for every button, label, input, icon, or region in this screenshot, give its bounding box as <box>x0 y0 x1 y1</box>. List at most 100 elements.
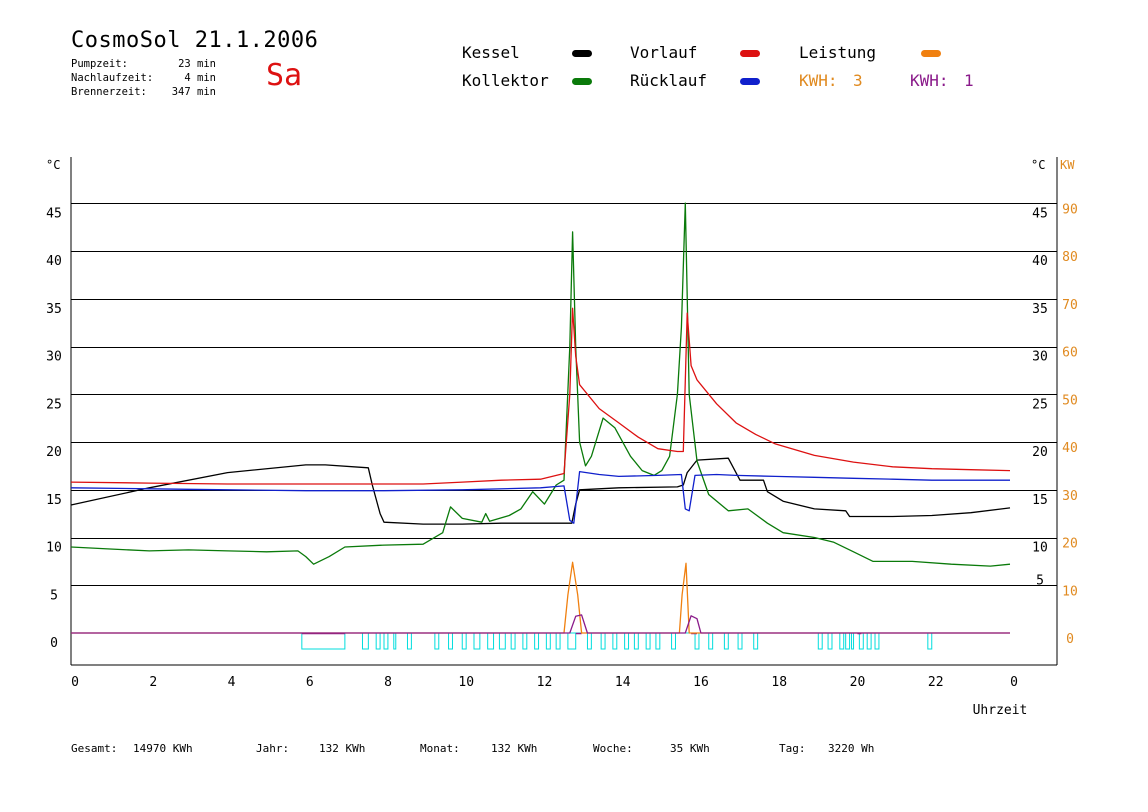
legend-swatch-kollektor <box>572 78 592 85</box>
status-block-cyan <box>866 632 872 650</box>
x-tick-label: 20 <box>850 675 866 690</box>
status-block-cyan <box>737 632 743 650</box>
status-block-cyan <box>375 632 381 650</box>
y-axis-label-left: °C <box>46 158 60 172</box>
y-tick-label-right: 40 <box>1032 254 1048 269</box>
stat-label-brennerzeit: Brennerzeit: <box>71 86 147 98</box>
y-tick-label-kw: 10 <box>1062 584 1078 599</box>
x-tick-label: 22 <box>928 675 944 690</box>
series-line-kollektor <box>70 202 1011 567</box>
status-block-cyan <box>624 632 630 650</box>
series-line-leistung <box>71 561 1010 634</box>
y-tick-label-right: 15 <box>1032 493 1048 508</box>
status-block-cyan <box>645 632 651 650</box>
y-tick-label-left: 20 <box>46 445 62 460</box>
y-tick-label-left: 40 <box>46 254 62 269</box>
y-axis-label-right: °C <box>1031 158 1045 172</box>
y-tick-label-kw: 20 <box>1062 537 1078 552</box>
x-tick-label: 14 <box>615 675 631 690</box>
status-block-cyan <box>753 632 759 650</box>
status-block-cyan <box>671 632 676 650</box>
stat-label-pumpzeit: Pumpzeit: <box>71 58 128 70</box>
status-block-cyan <box>874 632 880 650</box>
y-tick-label-kw: 40 <box>1062 441 1078 456</box>
status-block-cyan <box>510 632 516 650</box>
y-tick-label-right: 25 <box>1032 397 1048 412</box>
legend-label-kessel: Kessel <box>462 43 520 62</box>
series-line-vorlauf <box>70 307 1011 485</box>
kwh-value-2: 1 <box>964 71 974 90</box>
footer-jahr-label: Jahr: <box>256 742 290 755</box>
legend-label-kollektor: Kollektor <box>462 71 549 90</box>
stat-value-pumpzeit: 23 min <box>178 58 216 70</box>
y-tick-label-kw: 0 <box>1066 632 1074 647</box>
stat-value-brennerzeit: 347 min <box>171 86 216 98</box>
x-tick-label: 10 <box>458 675 474 690</box>
page-title: CosmoSol 21.1.2006 <box>71 28 319 53</box>
footer-woche-value: 35 KWh <box>670 742 710 755</box>
status-block-cyan <box>487 632 495 650</box>
status-block-cyan <box>612 632 618 650</box>
status-block-cyan <box>406 632 412 650</box>
status-block-cyan <box>534 632 540 650</box>
status-block-cyan <box>655 632 661 650</box>
status-block-cyan <box>361 632 369 650</box>
status-block-cyan <box>694 632 700 650</box>
status-block-cyan <box>461 632 467 650</box>
stat-label-nachlaufzeit: Nachlaufzeit: <box>71 72 154 84</box>
footer-woche-label: Woche: <box>593 742 633 755</box>
legend-label-leistung: Leistung <box>799 43 877 62</box>
status-block-cyan <box>567 632 577 650</box>
status-block-cyan <box>301 632 346 650</box>
y-tick-label-kw: 60 <box>1062 346 1078 361</box>
status-block-cyan <box>600 632 606 650</box>
footer-monat-label: Monat: <box>420 742 460 755</box>
legend-swatch-leistung <box>921 50 941 57</box>
kwh-label-1: KWH: <box>799 71 838 90</box>
series-line-kessel <box>70 457 1011 525</box>
legend-label-vorlauf: Vorlauf <box>630 43 698 62</box>
stat-value-nachlaufzeit: 4 min <box>184 72 216 84</box>
status-block-cyan <box>927 632 933 650</box>
y-tick-label-kw: 50 <box>1062 393 1078 408</box>
kwh-value-1: 3 <box>853 71 863 90</box>
status-block-cyan <box>383 632 389 650</box>
status-block-cyan <box>473 632 481 650</box>
y-tick-label-left: 15 <box>46 493 62 508</box>
y-tick-label-right: 45 <box>1032 206 1048 221</box>
status-block-cyan <box>498 632 506 650</box>
status-block-cyan <box>522 632 528 650</box>
y-tick-label-left: 35 <box>46 302 62 317</box>
status-block-cyan <box>851 632 855 650</box>
x-tick-label: 0 <box>71 675 79 690</box>
status-block-cyan <box>723 632 729 650</box>
y-tick-label-right: 10 <box>1032 541 1048 556</box>
footer-tag-label: Tag: <box>779 742 806 755</box>
y-tick-label-right: 30 <box>1032 350 1048 365</box>
status-block-cyan <box>545 632 551 650</box>
status-block-cyan <box>555 632 561 650</box>
x-tick-label: 0 <box>1010 675 1018 690</box>
y-tick-label-left: 0 <box>50 636 58 651</box>
status-block-cyan <box>827 632 833 650</box>
y-tick-label-kw: 90 <box>1062 202 1078 217</box>
status-block-cyan <box>839 632 845 650</box>
x-tick-label: 12 <box>537 675 553 690</box>
series-line-ruecklauf <box>70 470 1010 524</box>
y-tick-label-kw: 80 <box>1062 250 1078 265</box>
status-block-cyan <box>586 632 592 650</box>
footer-tag-value: 3220 Wh <box>828 742 875 755</box>
legend-swatch-ruecklauf <box>740 78 760 85</box>
x-tick-label: 8 <box>384 675 392 690</box>
x-tick-label: 2 <box>149 675 157 690</box>
x-axis-label: Uhrzeit <box>973 703 1028 718</box>
y-tick-label-left: 30 <box>46 350 62 365</box>
status-block-cyan <box>845 632 851 650</box>
x-tick-label: 16 <box>693 675 709 690</box>
y-tick-label-left: 5 <box>50 588 58 603</box>
footer-gesamt-label: Gesamt: <box>71 742 118 755</box>
y-tick-label-left: 45 <box>46 206 62 221</box>
y-tick-label-right: 35 <box>1032 302 1048 317</box>
status-block-cyan <box>817 632 823 650</box>
